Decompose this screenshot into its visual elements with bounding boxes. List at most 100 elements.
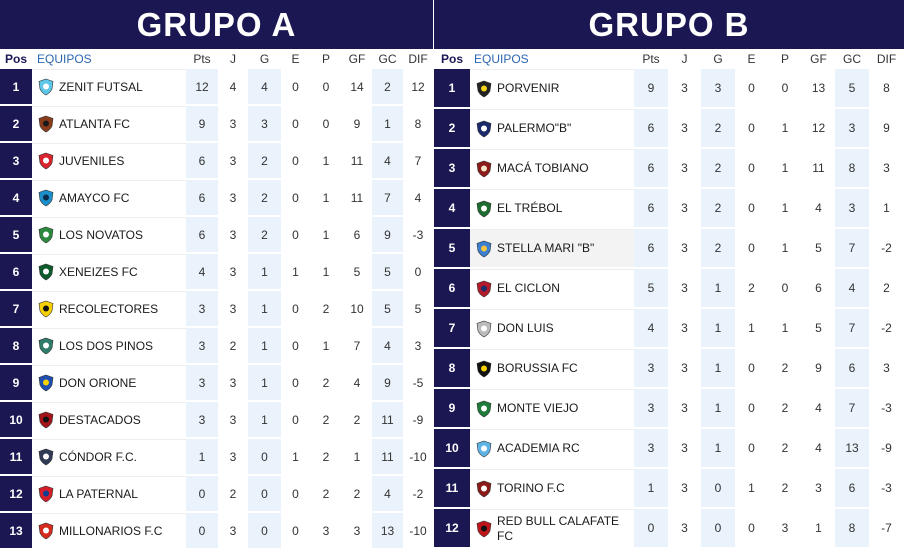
table-row[interactable]: 11 TORINO F.C 1 3 0 1 2 3 6 -3 xyxy=(434,469,904,509)
stat-p: 1 xyxy=(310,254,342,289)
table-row[interactable]: 8 BORUSSIA FC 3 3 1 0 2 9 6 3 xyxy=(434,349,904,389)
stat-e: 0 xyxy=(735,69,768,107)
team-cell[interactable]: MACÁ TOBIANO xyxy=(470,149,634,187)
table-row[interactable]: 6 XENEIZES FC 4 3 1 1 1 5 5 0 xyxy=(0,254,433,291)
table-row[interactable]: 2 PALERMO"B" 6 3 2 0 1 12 3 9 xyxy=(434,109,904,149)
table-row[interactable]: 1 ZENIT FUTSAL 12 4 4 0 0 14 2 12 xyxy=(0,69,433,106)
stat-j: 4 xyxy=(218,69,248,104)
stat-dif: 5 xyxy=(403,291,433,326)
table-row[interactable]: 5 STELLA MARI "B" 6 3 2 0 1 5 7 -2 xyxy=(434,229,904,269)
team-cell[interactable]: STELLA MARI "B" xyxy=(470,229,634,267)
stat-pts: 6 xyxy=(634,149,668,187)
table-row[interactable]: 4 EL TRÉBOL 6 3 2 0 1 4 3 1 xyxy=(434,189,904,229)
stat-p: 2 xyxy=(310,291,342,326)
stat-g: 2 xyxy=(701,229,735,267)
stat-j: 3 xyxy=(668,229,701,267)
stat-p: 0 xyxy=(310,69,342,104)
position-cell: 13 xyxy=(0,513,32,548)
team-cell[interactable]: PALERMO"B" xyxy=(470,109,634,147)
stat-g: 1 xyxy=(701,309,735,347)
team-cell[interactable]: MONTE VIEJO xyxy=(470,389,634,427)
team-cell[interactable]: EL CICLON xyxy=(470,269,634,307)
position-cell: 12 xyxy=(434,509,470,547)
stat-p: 1 xyxy=(768,229,802,267)
stat-e: 0 xyxy=(735,189,768,227)
team-name: RECOLECTORES xyxy=(59,301,159,316)
el-ciclon-logo xyxy=(475,280,493,298)
position-cell: 2 xyxy=(434,109,470,147)
table-row[interactable]: 9 DON ORIONE 3 3 1 0 2 4 9 -5 xyxy=(0,365,433,402)
team-cell[interactable]: LOS DOS PINOS xyxy=(32,328,186,363)
header-pts: Pts xyxy=(642,52,660,66)
stat-pts: 6 xyxy=(186,180,218,215)
table-row[interactable]: 6 EL CICLON 5 3 1 2 0 6 4 2 xyxy=(434,269,904,309)
los-novatos-logo xyxy=(37,226,55,244)
team-cell[interactable]: MILLONARIOS F.C xyxy=(32,513,186,548)
team-cell[interactable]: BORUSSIA FC xyxy=(470,349,634,387)
stat-pts: 6 xyxy=(186,143,218,178)
stat-gc: 13 xyxy=(372,513,403,548)
stat-g: 1 xyxy=(248,328,281,363)
table-row[interactable]: 11 CÓNDOR F.C. 1 3 0 1 2 1 11 -10 xyxy=(0,439,433,476)
team-cell[interactable]: PORVENIR xyxy=(470,69,634,107)
team-cell[interactable]: DON LUIS xyxy=(470,309,634,347)
stat-pts: 3 xyxy=(186,402,218,437)
team-name: MONTE VIEJO xyxy=(497,401,579,415)
table-row[interactable]: 5 LOS NOVATOS 6 3 2 0 1 6 9 -3 xyxy=(0,217,433,254)
header-pos: Pos xyxy=(4,52,27,66)
team-cell[interactable]: DON ORIONE xyxy=(32,365,186,400)
table-row[interactable]: 3 MACÁ TOBIANO 6 3 2 0 1 11 8 3 xyxy=(434,149,904,189)
stat-gc: 4 xyxy=(372,143,403,178)
stat-e: 0 xyxy=(281,69,310,104)
table-row[interactable]: 10 DESTACADOS 3 3 1 0 2 2 11 -9 xyxy=(0,402,433,439)
table-row[interactable]: 7 RECOLECTORES 3 3 1 0 2 10 5 5 xyxy=(0,291,433,328)
position-cell: 5 xyxy=(0,217,32,252)
team-cell[interactable]: ZENIT FUTSAL xyxy=(32,69,186,104)
stat-p: 1 xyxy=(310,143,342,178)
team-cell[interactable]: CÓNDOR F.C. xyxy=(32,439,186,474)
team-cell[interactable]: DESTACADOS xyxy=(32,402,186,437)
atlanta-fc-logo xyxy=(37,115,55,133)
team-cell[interactable]: TORINO F.C xyxy=(470,469,634,507)
don-luis-logo xyxy=(475,320,493,338)
table-row[interactable]: 12 RED BULL CALAFATE FC 0 3 0 0 3 1 8 -7 xyxy=(434,509,904,548)
header-pts: Pts xyxy=(193,52,211,66)
stat-gf: 3 xyxy=(342,513,372,548)
stat-j: 3 xyxy=(218,365,248,400)
stat-j: 3 xyxy=(218,439,248,474)
team-name: EL CICLON xyxy=(497,281,560,295)
team-cell[interactable]: XENEIZES FC xyxy=(32,254,186,289)
team-cell[interactable]: ATLANTA FC xyxy=(32,106,186,141)
stat-e: 0 xyxy=(735,109,768,147)
stat-gf: 12 xyxy=(802,109,835,147)
table-row[interactable]: 9 MONTE VIEJO 3 3 1 0 2 4 7 -3 xyxy=(434,389,904,429)
table-row[interactable]: 13 MILLONARIOS F.C 0 3 0 0 3 3 13 -10 xyxy=(0,513,433,548)
table-row[interactable]: 7 DON LUIS 4 3 1 1 1 5 7 -2 xyxy=(434,309,904,349)
header-e: E xyxy=(291,52,300,66)
position-cell: 1 xyxy=(0,69,32,104)
table-row[interactable]: 8 LOS DOS PINOS 3 2 1 0 1 7 4 3 xyxy=(0,328,433,365)
team-cell[interactable]: RECOLECTORES xyxy=(32,291,186,326)
table-row[interactable]: 3 JUVENILES 6 3 2 0 1 11 4 7 xyxy=(0,143,433,180)
team-cell[interactable]: LA PATERNAL xyxy=(32,476,186,511)
team-cell[interactable]: ACADEMIA RC xyxy=(470,429,634,467)
table-row[interactable]: 2 ATLANTA FC 9 3 3 0 0 9 1 8 xyxy=(0,106,433,143)
stat-dif: -10 xyxy=(403,439,433,474)
team-cell[interactable]: LOS NOVATOS xyxy=(32,217,186,252)
table-row[interactable]: 12 LA PATERNAL 0 2 0 0 2 2 4 -2 xyxy=(0,476,433,513)
header-p: P xyxy=(321,52,330,66)
stat-j: 2 xyxy=(218,476,248,511)
stat-gc: 1 xyxy=(372,106,403,141)
team-cell[interactable]: EL TRÉBOL xyxy=(470,189,634,227)
position-cell: 7 xyxy=(434,309,470,347)
stat-g: 2 xyxy=(248,180,281,215)
team-cell[interactable]: JUVENILES xyxy=(32,143,186,178)
stat-g: 1 xyxy=(248,365,281,400)
header-gc: GC xyxy=(843,52,861,66)
table-row[interactable]: 1 PORVENIR 9 3 3 0 0 13 5 8 xyxy=(434,69,904,109)
team-cell[interactable]: AMAYCO FC xyxy=(32,180,186,215)
table-row[interactable]: 10 ACADEMIA RC 3 3 1 0 2 4 13 -9 xyxy=(434,429,904,469)
stat-dif: 3 xyxy=(403,328,433,363)
table-row[interactable]: 4 AMAYCO FC 6 3 2 0 1 11 7 4 xyxy=(0,180,433,217)
team-cell[interactable]: RED BULL CALAFATE FC xyxy=(470,509,634,547)
